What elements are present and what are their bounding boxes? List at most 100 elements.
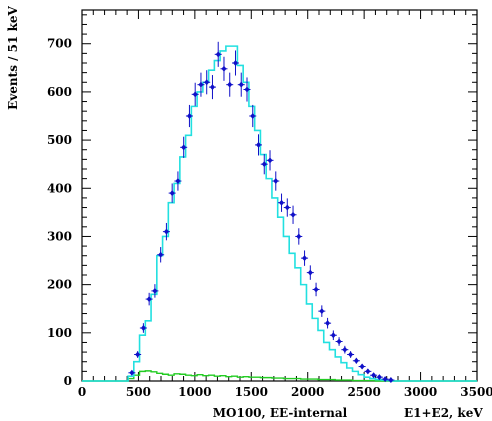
data-marker	[163, 228, 169, 235]
x-tick-label: 3500	[460, 385, 492, 399]
data-marker	[313, 286, 319, 293]
data-point	[312, 282, 320, 297]
data-point	[231, 50, 239, 76]
data-marker	[348, 351, 354, 358]
data-point	[335, 337, 343, 346]
data-marker	[302, 255, 308, 262]
data-point	[324, 317, 332, 329]
data-marker	[129, 369, 135, 376]
data-marker	[250, 113, 256, 119]
data-marker	[232, 60, 238, 66]
y-tick-label: 600	[47, 85, 72, 99]
axis-ticks	[81, 10, 478, 382]
data-marker	[175, 178, 181, 185]
data-marker	[261, 161, 267, 168]
data-point	[168, 183, 176, 203]
data-point	[151, 284, 159, 298]
data-point	[145, 292, 153, 306]
data-point	[180, 136, 188, 158]
data-marker	[238, 81, 244, 88]
y-axis-title: Events / 51 keV	[6, 5, 20, 109]
data-point	[347, 351, 355, 358]
series-layer	[82, 41, 477, 384]
data-marker	[169, 190, 175, 197]
data-point	[370, 372, 378, 379]
plot-frame	[81, 9, 478, 382]
data-point	[266, 150, 274, 171]
data-marker	[284, 204, 290, 211]
data-point	[214, 41, 222, 67]
data-marker	[353, 357, 359, 364]
data-point	[341, 345, 349, 354]
data-point	[128, 369, 136, 376]
background-model-histogram	[82, 370, 477, 382]
x-tick-label: 500	[126, 385, 151, 399]
data-marker	[152, 287, 158, 294]
data-point	[301, 250, 309, 266]
data-point	[203, 70, 211, 95]
data-point	[134, 351, 142, 358]
data-marker	[209, 84, 215, 91]
x-axis-title: E1+E2, keV	[404, 406, 483, 420]
data-point	[208, 75, 216, 100]
x-tick-label: 1000	[178, 385, 211, 399]
data-point	[255, 134, 263, 156]
data-point	[220, 56, 228, 81]
data-marker	[359, 363, 365, 370]
data-point	[318, 305, 326, 317]
data-marker	[140, 325, 146, 331]
data-point	[226, 72, 234, 97]
data-marker	[371, 372, 377, 379]
x-tick-label: 2500	[347, 385, 380, 399]
y-tick-label: 100	[47, 326, 72, 340]
data-marker	[319, 308, 325, 315]
data-point	[289, 205, 297, 224]
data-point	[295, 228, 303, 245]
data-point	[185, 104, 193, 128]
data-point	[329, 330, 337, 341]
data-marker	[290, 211, 296, 218]
data-marker	[198, 81, 204, 88]
y-tick-label: 500	[47, 133, 72, 147]
data-point	[197, 72, 205, 97]
data-point	[237, 72, 245, 97]
data-point	[358, 363, 366, 370]
data-marker	[204, 79, 210, 86]
data-marker	[267, 157, 273, 164]
data-marker	[227, 81, 233, 88]
data-marker	[146, 296, 152, 303]
data-point	[139, 323, 147, 333]
data-marker	[273, 178, 279, 185]
data-marker	[256, 141, 262, 148]
data-point	[306, 265, 314, 280]
data-marker	[215, 51, 221, 58]
y-tick-label: 700	[47, 37, 72, 51]
data-marker	[365, 368, 371, 375]
data-point	[243, 77, 251, 102]
data-marker	[376, 374, 382, 381]
data-point	[278, 193, 286, 212]
data-marker	[186, 113, 192, 119]
data-point	[375, 374, 383, 381]
data-marker	[342, 346, 348, 353]
data-marker	[135, 351, 141, 358]
data-marker	[330, 332, 336, 339]
data-marker	[244, 86, 250, 93]
data-marker	[388, 377, 394, 384]
data-marker	[158, 251, 164, 258]
data-marker	[296, 233, 302, 240]
y-tick-label: 0	[64, 374, 72, 388]
x-tick-label: 3000	[404, 385, 437, 399]
data-point	[174, 171, 182, 191]
data-marker	[382, 376, 388, 383]
data-point	[272, 171, 280, 191]
y-tick-label: 200	[47, 278, 72, 292]
data-point	[283, 198, 291, 217]
x-tick-label: 2000	[291, 385, 324, 399]
tick-labels: 0 500 1000 1500 2000 2500 3000 3500 0 100 200 300 40…	[47, 37, 492, 399]
data-point	[352, 357, 360, 364]
total-model-histogram	[82, 45, 477, 382]
data-point	[162, 222, 170, 241]
data-point	[364, 368, 372, 375]
data-marker	[325, 320, 331, 327]
